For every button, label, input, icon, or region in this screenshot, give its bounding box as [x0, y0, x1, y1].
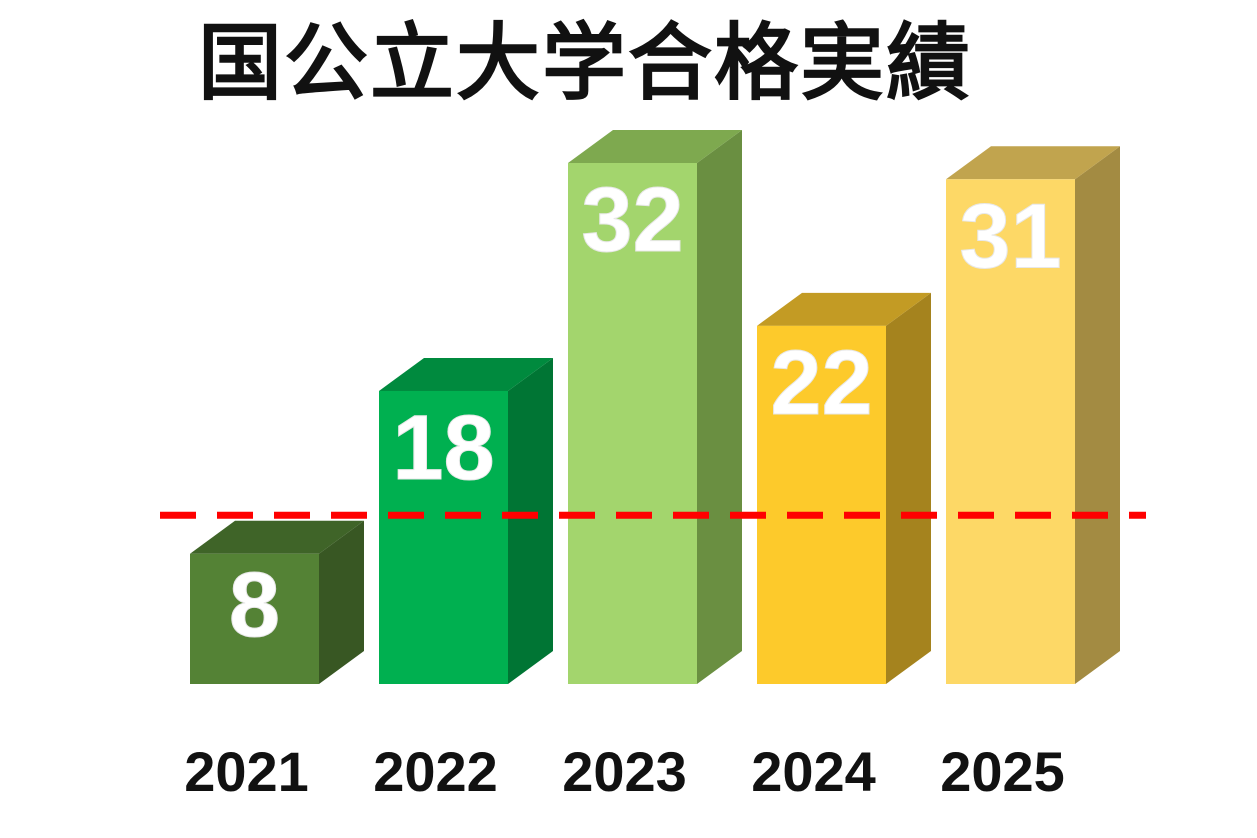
bar-2025: [946, 146, 1120, 684]
bar-top-face: [946, 146, 1120, 180]
bar-front-face: [190, 553, 319, 684]
category-label-2025: 2025: [940, 740, 1065, 803]
bar-2022: [379, 357, 553, 684]
bar-2024: [757, 292, 931, 684]
data-label-2023: 32: [581, 169, 683, 271]
bar-top-face: [757, 292, 931, 326]
bar-side-face: [319, 520, 364, 684]
bar-top-face: [568, 130, 742, 163]
data-labels-layer: 8 18 32 22 31: [228, 169, 1062, 657]
bar-top-face: [190, 520, 364, 554]
bar-side-face: [1075, 146, 1120, 684]
bar-2023: [568, 130, 742, 684]
bar-side-face: [697, 130, 742, 684]
data-label-2022: 18: [392, 397, 494, 499]
category-labels-layer: 2021 2022 2023 2024 2025: [184, 740, 1065, 803]
category-label-2024: 2024: [751, 740, 876, 803]
category-label-2022: 2022: [373, 740, 498, 803]
data-label-2021: 8: [229, 554, 280, 656]
data-label-2024: 22: [770, 332, 872, 434]
bar-side-face: [508, 357, 553, 684]
bars-layer: [190, 130, 1120, 684]
bar-side-face: [886, 292, 931, 684]
bar-front-face: [946, 179, 1075, 684]
chart-title: 国公立大学合格実績: [198, 14, 972, 112]
category-label-2023: 2023: [562, 740, 687, 803]
data-label-2025: 31: [959, 185, 1061, 287]
bar-top-face: [379, 357, 553, 391]
bar-2021: [190, 520, 364, 684]
category-label-2021: 2021: [184, 740, 309, 803]
bar-front-face: [568, 163, 697, 684]
bar-front-face: [379, 390, 508, 684]
bar-front-face: [757, 325, 886, 684]
